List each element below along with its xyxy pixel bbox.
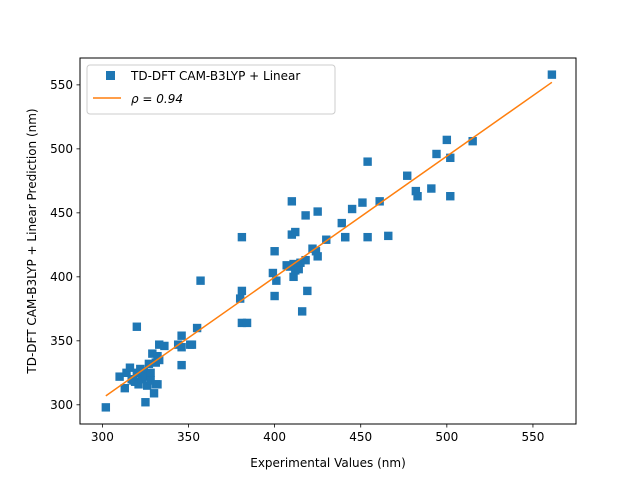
x-axis: 300 350 400 450 500 550 [91, 424, 544, 444]
data-point [384, 231, 393, 241]
data-point [242, 318, 252, 328]
data-point [446, 192, 455, 201]
data-point [177, 331, 186, 340]
data-point [132, 322, 142, 331]
data-point [427, 184, 436, 193]
legend: TD-DFT CAM-B3LYP + Linear ρ = 0.94 [86, 64, 336, 115]
data-point [413, 192, 422, 201]
data-point [141, 372, 150, 381]
data-point [301, 255, 310, 265]
x-tick-label: 450 [349, 430, 372, 444]
data-point [139, 367, 148, 376]
x-tick-label: 300 [91, 430, 114, 444]
fit-line [105, 81, 553, 397]
data-point [363, 232, 372, 242]
data-point [272, 276, 281, 285]
data-point [196, 276, 205, 285]
data-point [375, 197, 384, 206]
data-point [291, 227, 300, 237]
data-point [177, 360, 186, 370]
axes-frame [79, 57, 577, 425]
legend-label-scatter: TD-DFT CAM-B3LYP + Linear [130, 69, 300, 83]
y-tick-label: 500 [50, 142, 73, 156]
data-point [237, 318, 247, 328]
data-point [296, 258, 305, 267]
data-point [101, 403, 111, 412]
data-point [468, 136, 477, 146]
y-tick-label: 450 [50, 206, 73, 220]
data-point [153, 380, 162, 389]
data-point [358, 198, 367, 207]
data-point [322, 235, 331, 244]
data-point [125, 363, 135, 372]
data-point [341, 232, 350, 242]
data-point [547, 70, 557, 79]
y-tick-label: 550 [50, 78, 73, 92]
data-point [149, 389, 159, 398]
data-point [303, 286, 312, 296]
data-point [144, 359, 154, 369]
y-tick-label: 350 [50, 334, 73, 348]
data-point [142, 381, 152, 390]
x-axis-label: Experimental Values (nm) [250, 456, 406, 470]
data-point [146, 376, 155, 385]
data-point [297, 307, 307, 316]
data-point [301, 211, 310, 220]
data-point [235, 294, 245, 303]
legend-marker-square [106, 71, 115, 80]
data-point [446, 153, 455, 163]
x-tick-label: 400 [263, 430, 286, 444]
plot-area [101, 70, 557, 412]
data-point [155, 355, 164, 365]
y-tick-label: 300 [50, 398, 73, 412]
data-point [347, 204, 357, 214]
y-axis: 300 350 400 450 500 550 [50, 78, 80, 412]
data-point [155, 340, 164, 349]
x-tick-label: 550 [521, 430, 544, 444]
data-point [294, 264, 303, 274]
data-point [311, 247, 321, 256]
data-point [313, 207, 322, 216]
data-point [134, 380, 143, 389]
legend-label-line: ρ = 0.94 [131, 92, 183, 106]
data-point [337, 218, 346, 228]
data-point [115, 372, 124, 381]
data-point [432, 149, 441, 159]
data-point [177, 343, 186, 352]
data-point [141, 398, 150, 407]
data-point [146, 368, 155, 378]
legend-box [86, 64, 336, 115]
data-point [313, 252, 322, 261]
data-point [289, 272, 298, 282]
data-point [148, 349, 157, 358]
x-tick-label: 500 [435, 430, 458, 444]
data-point [237, 286, 247, 296]
data-point [403, 171, 412, 180]
data-point [268, 268, 278, 278]
data-point [237, 232, 247, 242]
data-point [270, 291, 279, 301]
data-point [270, 247, 279, 256]
data-point [122, 368, 131, 378]
data-point [192, 323, 202, 333]
x-tick-label: 350 [177, 430, 200, 444]
y-axis-label: TD-DFT CAM-B3LYP + Linear Prediction (nm… [25, 108, 39, 374]
data-point [287, 197, 297, 206]
data-point [160, 341, 169, 351]
data-point [411, 186, 421, 196]
y-tick-label: 400 [50, 270, 73, 284]
data-point [363, 157, 372, 166]
data-point [442, 135, 452, 145]
data-point [187, 340, 197, 349]
data-point [120, 383, 129, 393]
